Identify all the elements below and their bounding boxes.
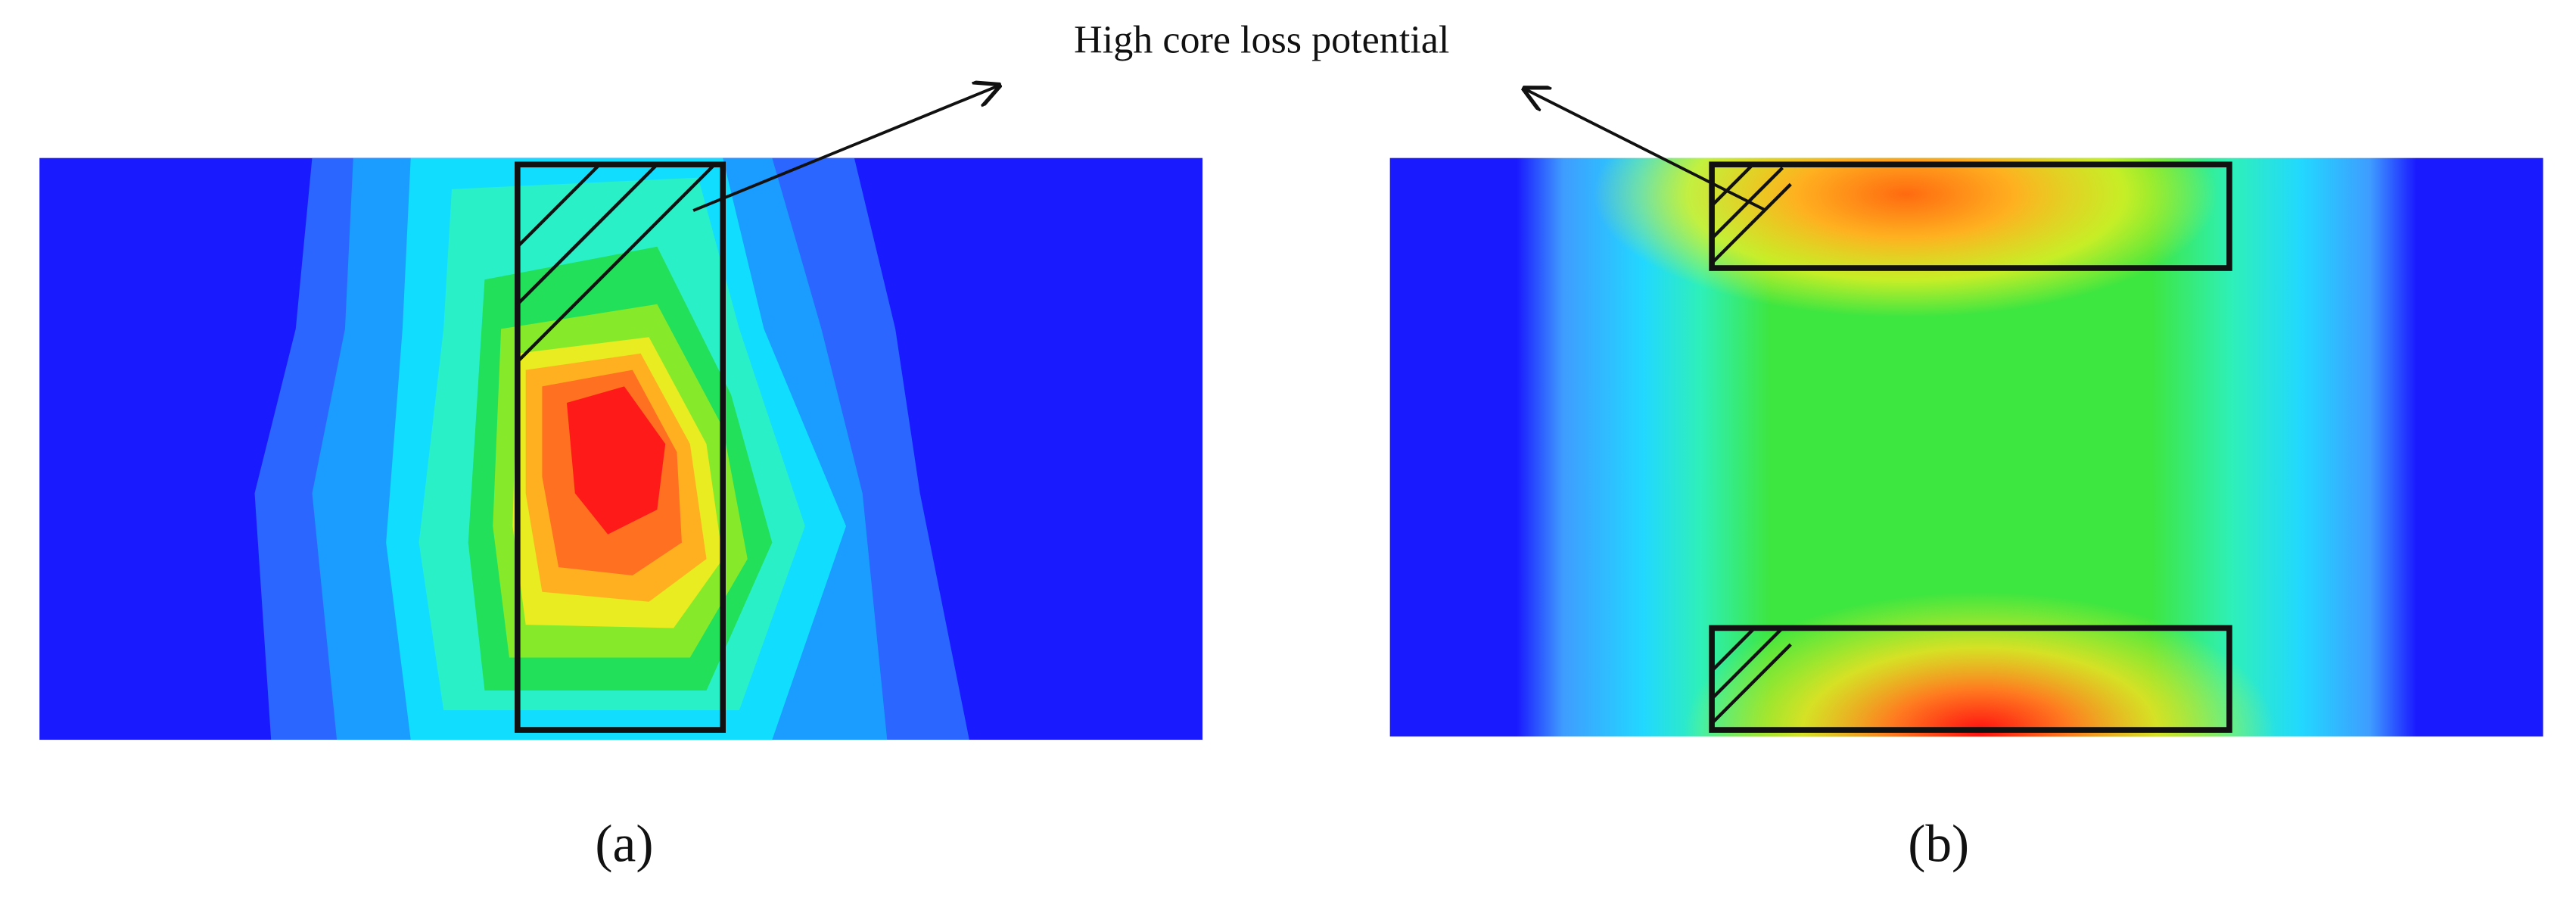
line-shape <box>1710 163 1754 207</box>
line-shape <box>1710 626 1784 700</box>
polygon-shape <box>566 386 666 535</box>
region-box-a <box>515 161 726 733</box>
panel-b <box>1389 157 2543 737</box>
line-shape <box>516 163 601 248</box>
line-shape <box>692 86 999 212</box>
rect-shape <box>1709 161 2232 271</box>
panel-a <box>39 157 1203 740</box>
ellipse-shape <box>1593 157 2218 318</box>
panel-label: (a) <box>595 815 653 874</box>
rect-shape <box>1709 625 2232 733</box>
region-boxes-b <box>1709 161 2232 733</box>
line-shape <box>1710 626 1756 672</box>
line-shape <box>1710 643 1792 725</box>
arrows <box>692 86 1767 212</box>
line-shape <box>1525 89 1767 212</box>
annotation: High core loss potential <box>1074 19 1449 62</box>
line-shape <box>1710 182 1792 265</box>
rect-shape <box>515 161 726 733</box>
panel-label: (b) <box>1908 815 1969 874</box>
line-shape <box>516 163 658 306</box>
line-shape <box>516 163 716 363</box>
line-shape <box>1710 167 1784 240</box>
